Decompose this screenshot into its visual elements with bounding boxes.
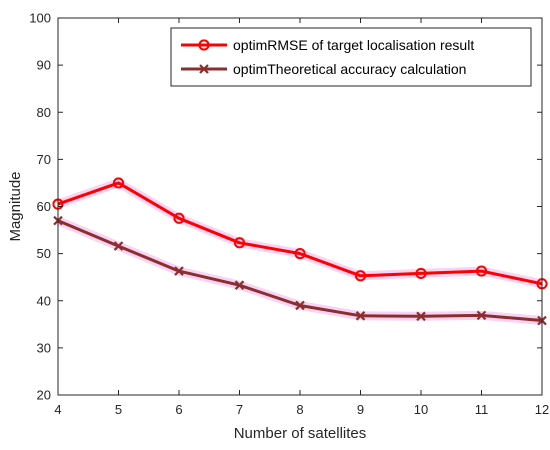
x-tick-label: 5 bbox=[115, 402, 122, 417]
series-halo-1 bbox=[56, 178, 543, 289]
x-marker-stroke bbox=[355, 311, 366, 321]
legend-box bbox=[170, 27, 532, 87]
legend-swatch-marker bbox=[199, 64, 209, 74]
x-tick-label: 4 bbox=[54, 402, 61, 417]
x-marker-stroke bbox=[476, 310, 487, 321]
y-tick-label: 60 bbox=[37, 199, 51, 214]
data-point-s1-7 bbox=[233, 237, 246, 249]
x-axis-title: Number of satellites bbox=[234, 425, 367, 442]
x-marker-stroke bbox=[199, 64, 209, 74]
y-tick-label: 50 bbox=[37, 246, 51, 261]
data-point-s1-5 bbox=[112, 177, 125, 189]
x-tick-label: 12 bbox=[535, 402, 549, 417]
x-marker-stroke bbox=[113, 241, 124, 251]
x-tick-label: 9 bbox=[357, 402, 364, 417]
x-marker-stroke bbox=[416, 311, 426, 322]
data-point-s2-8 bbox=[295, 300, 305, 311]
data-point-s2-7 bbox=[234, 280, 245, 290]
x-tick-label: 10 bbox=[414, 402, 428, 417]
data-point-s1-6 bbox=[173, 212, 185, 224]
y-tick-label: 30 bbox=[37, 340, 51, 355]
y-axis-title: Magnitude bbox=[7, 171, 24, 241]
data-point-s2-9 bbox=[355, 311, 366, 321]
legend-label: optimTheoretical accuracy calculation bbox=[233, 61, 466, 77]
data-point-s2-10 bbox=[416, 311, 426, 322]
data-point-s2-11 bbox=[476, 310, 487, 321]
x-marker-stroke bbox=[295, 300, 305, 311]
x-tick-label: 7 bbox=[236, 402, 243, 417]
x-tick-label: 11 bbox=[475, 402, 489, 417]
y-tick-label: 70 bbox=[37, 152, 51, 167]
x-marker-stroke bbox=[174, 266, 184, 276]
y-tick-label: 90 bbox=[37, 58, 51, 73]
data-point-s1-8 bbox=[294, 248, 306, 260]
legend-swatch-marker bbox=[198, 39, 210, 51]
data-point-s1-11 bbox=[475, 265, 488, 277]
legend-label: optimRMSE of target localisation result bbox=[233, 37, 474, 53]
x-marker-stroke bbox=[234, 280, 245, 290]
data-point-s2-5 bbox=[113, 241, 124, 251]
y-tick-label: 40 bbox=[37, 293, 51, 308]
data-point-s2-6 bbox=[174, 266, 184, 276]
y-tick-label: 20 bbox=[37, 388, 51, 403]
data-point-s1-9 bbox=[354, 270, 367, 282]
x-tick-label: 8 bbox=[296, 402, 303, 417]
x-tick-label: 6 bbox=[175, 402, 182, 417]
y-tick-label: 100 bbox=[29, 11, 51, 26]
y-tick-label: 80 bbox=[37, 105, 51, 120]
series-line-1 bbox=[57, 181, 543, 286]
data-point-s1-10 bbox=[415, 267, 427, 280]
